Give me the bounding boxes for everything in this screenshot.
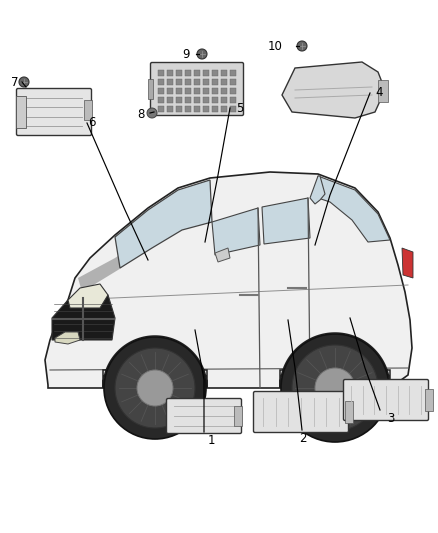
Text: 10: 10 bbox=[268, 39, 283, 52]
Bar bbox=[212, 106, 218, 112]
Bar bbox=[194, 79, 200, 85]
Bar bbox=[148, 79, 153, 99]
Bar bbox=[212, 88, 218, 94]
Bar bbox=[167, 70, 173, 76]
Bar bbox=[185, 70, 191, 76]
Polygon shape bbox=[78, 236, 150, 292]
Bar bbox=[212, 79, 218, 85]
Bar bbox=[234, 406, 242, 426]
Bar bbox=[194, 70, 200, 76]
Polygon shape bbox=[115, 180, 212, 268]
Bar bbox=[158, 97, 164, 103]
Bar bbox=[167, 88, 173, 94]
Circle shape bbox=[315, 368, 355, 408]
Text: 8: 8 bbox=[137, 109, 145, 122]
Bar bbox=[185, 88, 191, 94]
Text: 4: 4 bbox=[375, 86, 383, 100]
Polygon shape bbox=[282, 62, 385, 118]
Polygon shape bbox=[280, 333, 390, 388]
Circle shape bbox=[297, 41, 307, 51]
Bar bbox=[158, 70, 164, 76]
Text: 2: 2 bbox=[299, 432, 307, 445]
Bar bbox=[16, 96, 26, 128]
Polygon shape bbox=[212, 208, 260, 255]
Bar bbox=[167, 79, 173, 85]
Bar bbox=[425, 389, 433, 411]
FancyBboxPatch shape bbox=[166, 399, 241, 433]
Bar bbox=[158, 79, 164, 85]
Bar bbox=[203, 97, 209, 103]
Bar bbox=[185, 106, 191, 112]
Text: 6: 6 bbox=[88, 117, 96, 130]
Circle shape bbox=[292, 345, 378, 431]
Bar bbox=[185, 97, 191, 103]
Bar bbox=[230, 106, 236, 112]
Bar bbox=[203, 79, 209, 85]
Bar bbox=[176, 106, 182, 112]
Bar bbox=[176, 70, 182, 76]
Circle shape bbox=[197, 49, 207, 59]
FancyBboxPatch shape bbox=[254, 392, 349, 432]
Polygon shape bbox=[402, 248, 413, 278]
Bar bbox=[176, 97, 182, 103]
Bar bbox=[230, 88, 236, 94]
Bar bbox=[230, 79, 236, 85]
Bar bbox=[221, 106, 227, 112]
Circle shape bbox=[137, 370, 173, 406]
Text: 5: 5 bbox=[237, 101, 244, 115]
Circle shape bbox=[19, 77, 29, 87]
Text: 1: 1 bbox=[207, 433, 215, 447]
Bar bbox=[194, 97, 200, 103]
Bar bbox=[221, 70, 227, 76]
Polygon shape bbox=[215, 248, 230, 262]
Bar bbox=[158, 88, 164, 94]
FancyBboxPatch shape bbox=[151, 62, 244, 116]
Polygon shape bbox=[45, 172, 412, 388]
Polygon shape bbox=[318, 176, 390, 242]
Bar bbox=[221, 97, 227, 103]
Text: 3: 3 bbox=[387, 411, 395, 424]
Circle shape bbox=[115, 348, 195, 428]
Bar bbox=[167, 97, 173, 103]
Bar bbox=[230, 97, 236, 103]
Bar bbox=[203, 70, 209, 76]
Polygon shape bbox=[310, 176, 325, 204]
Bar bbox=[378, 80, 388, 102]
Circle shape bbox=[281, 334, 389, 442]
Bar bbox=[203, 106, 209, 112]
Polygon shape bbox=[68, 284, 108, 308]
Bar bbox=[230, 70, 236, 76]
Bar bbox=[345, 401, 353, 423]
Bar bbox=[221, 79, 227, 85]
Bar bbox=[84, 100, 92, 120]
Bar bbox=[194, 88, 200, 94]
Polygon shape bbox=[103, 336, 207, 388]
Bar bbox=[194, 106, 200, 112]
Bar bbox=[203, 88, 209, 94]
Text: 9: 9 bbox=[182, 47, 190, 61]
Bar bbox=[212, 97, 218, 103]
Bar bbox=[167, 106, 173, 112]
Bar bbox=[185, 79, 191, 85]
Circle shape bbox=[147, 108, 157, 118]
Bar bbox=[158, 106, 164, 112]
Bar bbox=[212, 70, 218, 76]
Circle shape bbox=[104, 337, 206, 439]
Polygon shape bbox=[262, 198, 310, 244]
Text: 7: 7 bbox=[11, 76, 19, 88]
Polygon shape bbox=[52, 295, 115, 340]
Bar bbox=[176, 79, 182, 85]
FancyBboxPatch shape bbox=[17, 88, 92, 135]
FancyBboxPatch shape bbox=[343, 379, 428, 421]
Polygon shape bbox=[55, 332, 80, 344]
Bar bbox=[176, 88, 182, 94]
Bar bbox=[221, 88, 227, 94]
